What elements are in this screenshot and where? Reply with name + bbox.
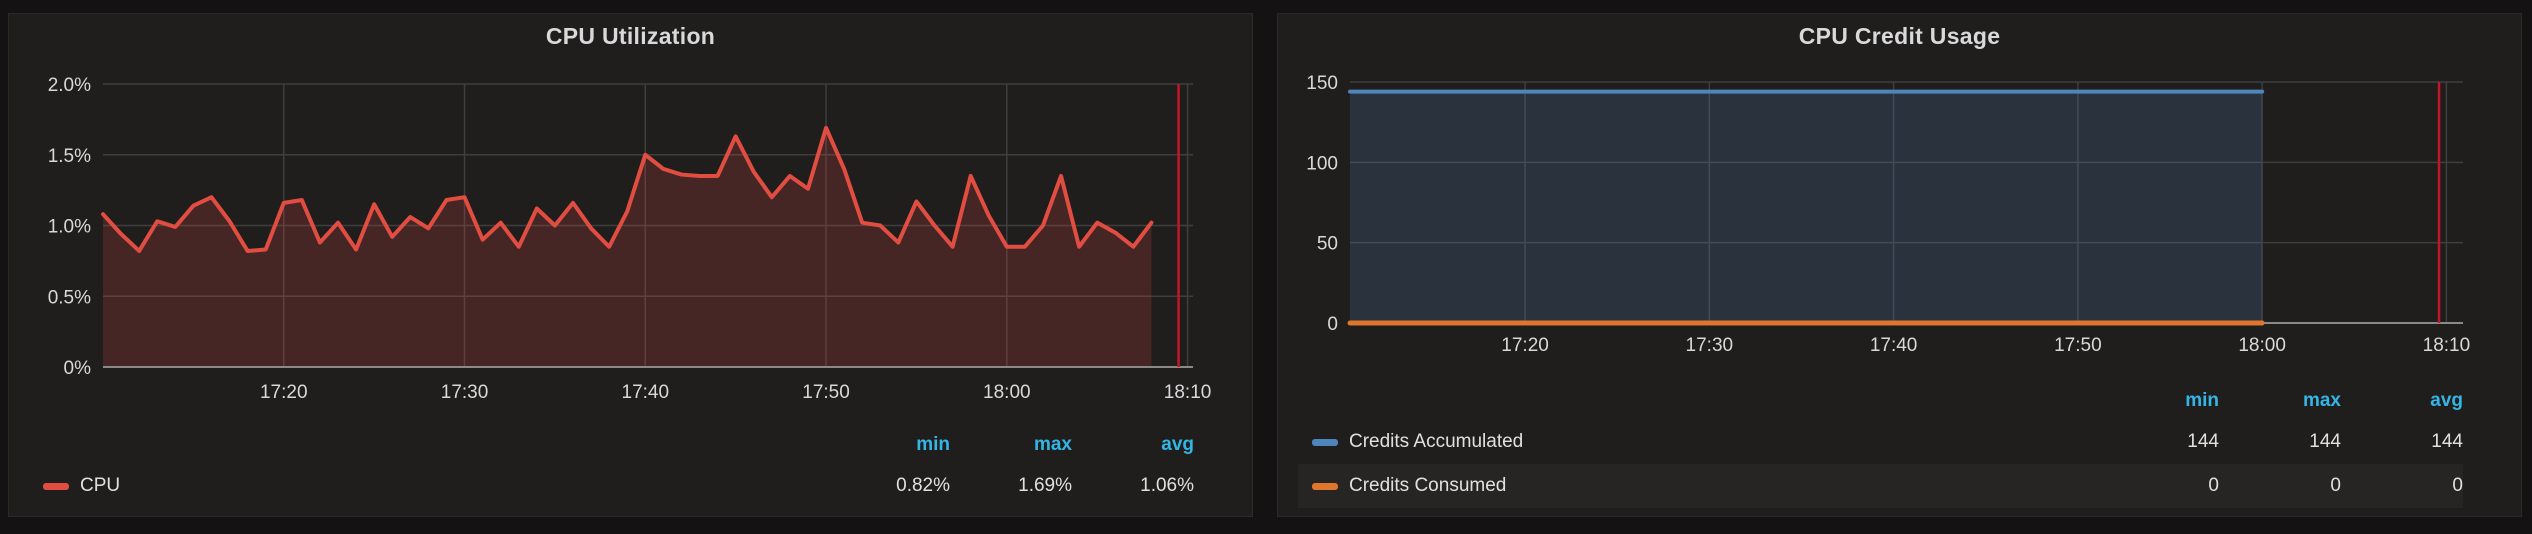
svg-text:17:50: 17:50: [802, 382, 850, 403]
legend-header-row: min max avg: [1298, 382, 2463, 420]
stat-avg-value: 1.06%: [1140, 475, 1194, 496]
svg-text:18:10: 18:10: [1164, 382, 1212, 403]
legend-item-cpu[interactable]: CPU: [29, 475, 828, 497]
stat-min-value: 0: [2208, 475, 2219, 496]
svg-text:1.5%: 1.5%: [48, 146, 91, 167]
panel-title[interactable]: CPU Utilization: [545, 23, 716, 49]
legend-header-max[interactable]: max: [2302, 390, 2341, 411]
series-color-dash: [1312, 438, 1338, 446]
legend-row-cpu: CPU 0.82% 1.69% 1.06%: [29, 464, 1194, 508]
series-color-dash: [1312, 482, 1338, 490]
panel-cpu-utilization: CPU Utilization 17:20 17:30 17:40 17:50 18:0…: [8, 13, 1253, 517]
svg-text:18:00: 18:00: [983, 382, 1031, 403]
legend-item-credits-consumed[interactable]: Credits Consumed: [1298, 475, 2097, 497]
svg-text:17:30: 17:30: [1686, 335, 1734, 356]
stat-min-value: 144: [2187, 431, 2219, 452]
svg-text:0%: 0%: [64, 358, 92, 379]
panel-title[interactable]: CPU Credit Usage: [1798, 23, 2001, 49]
svg-text:17:30: 17:30: [441, 382, 489, 403]
svg-text:17:20: 17:20: [260, 382, 308, 403]
svg-text:100: 100: [1306, 153, 1338, 174]
legend-row-credits-accumulated: Credits Accumulated 144 144 144: [1298, 420, 2463, 464]
stat-avg-value: 0: [2452, 475, 2463, 496]
legend-row-credits-consumed: Credits Consumed 0 0 0: [1298, 464, 2463, 508]
svg-text:18:10: 18:10: [2423, 335, 2471, 356]
legend-series-label: Credits Accumulated: [1349, 431, 1524, 452]
stat-max-value: 0: [2330, 475, 2341, 496]
legend-header-max[interactable]: max: [1033, 434, 1072, 455]
svg-text:0: 0: [1327, 314, 1338, 335]
svg-text:17:20: 17:20: [1501, 335, 1549, 356]
svg-text:1.0%: 1.0%: [48, 217, 91, 238]
stat-max-value: 144: [2309, 431, 2341, 452]
legend-header-min[interactable]: min: [2185, 390, 2219, 411]
svg-text:17:40: 17:40: [622, 382, 670, 403]
svg-text:0.5%: 0.5%: [48, 287, 91, 308]
svg-text:18:00: 18:00: [2238, 335, 2286, 356]
stat-min-value: 0.82%: [896, 475, 950, 496]
legend: min max avg CPU 0.82% 1.69% 1.06%: [9, 426, 1252, 516]
series-color-dash: [43, 482, 69, 490]
svg-text:2.0%: 2.0%: [48, 75, 91, 96]
stat-max-value: 1.69%: [1018, 475, 1072, 496]
svg-text:50: 50: [1317, 234, 1338, 255]
legend-item-credits-accumulated[interactable]: Credits Accumulated: [1298, 431, 2097, 453]
legend-header-avg[interactable]: avg: [2430, 390, 2463, 411]
legend-header-avg[interactable]: avg: [1161, 434, 1194, 455]
legend-header-min[interactable]: min: [916, 434, 950, 455]
stat-avg-value: 144: [2431, 431, 2463, 452]
cpu-credit-usage-chart[interactable]: 17:20 17:30 17:40 17:50 18:00 18:10 0 50 100 150: [1278, 59, 2521, 382]
panel-cpu-credit-usage: CPU Credit Usage 17:20 17:30 17:40 17:50 18:…: [1277, 13, 2522, 517]
svg-text:150: 150: [1306, 73, 1338, 94]
legend-header-row: min max avg: [29, 426, 1194, 464]
legend: min max avg Credits Accumulated 144 144 …: [1278, 382, 2521, 516]
legend-series-label: Credits Consumed: [1349, 475, 1507, 496]
svg-text:17:40: 17:40: [1870, 335, 1918, 356]
svg-text:17:50: 17:50: [2054, 335, 2102, 356]
cpu-utilization-chart[interactable]: 17:20 17:30 17:40 17:50 18:00 18:10 0% 0.5% 1.0%…: [9, 59, 1252, 426]
legend-series-label: CPU: [80, 475, 121, 496]
